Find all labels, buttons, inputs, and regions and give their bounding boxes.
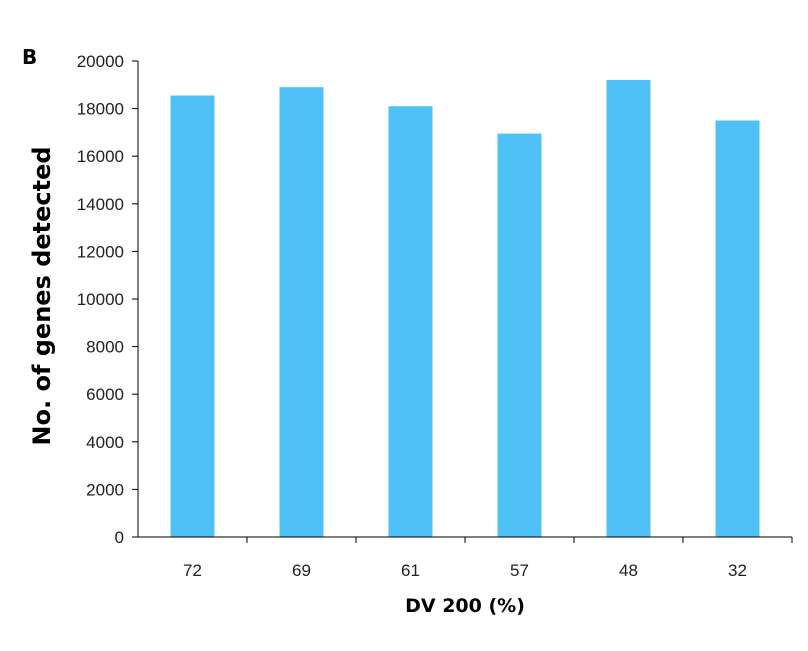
x-axis-title: DV 200 (%) [405, 595, 525, 617]
y-axis-ticks: 0 2000 4000 6000 8000 10000 12000 14000 16000 180… [77, 52, 138, 547]
y-axis-title: No. of genes detected [28, 146, 56, 445]
y-tick-label: 20000 [77, 52, 124, 71]
x-tick-label: 57 [510, 561, 529, 580]
y-tick-label: 16000 [77, 147, 124, 166]
bar-57 [497, 133, 542, 537]
x-tick-label: 72 [183, 561, 202, 580]
panel-label: B [22, 45, 37, 69]
y-tick-label: 14000 [77, 195, 124, 214]
y-tick-label: 12000 [77, 242, 124, 261]
y-tick-label: 0 [115, 528, 124, 547]
bar-32 [715, 120, 760, 537]
bar-69 [279, 87, 324, 538]
bar-61 [388, 106, 433, 537]
y-tick-label: 8000 [86, 338, 124, 357]
y-tick-label: 2000 [86, 480, 124, 499]
y-tick-label: 10000 [77, 290, 124, 309]
x-tick-label: 69 [292, 561, 311, 580]
x-axis-ticks: 72 69 61 57 48 32 [183, 537, 793, 580]
bar-48 [606, 80, 651, 537]
y-tick-label: 6000 [86, 385, 124, 404]
x-tick-label: 48 [619, 561, 638, 580]
y-tick-label: 4000 [86, 433, 124, 452]
x-tick-label: 61 [401, 561, 420, 580]
bar-72 [170, 95, 215, 537]
bars [170, 80, 760, 538]
y-tick-label: 18000 [77, 100, 124, 119]
x-tick-label: 32 [728, 561, 747, 580]
